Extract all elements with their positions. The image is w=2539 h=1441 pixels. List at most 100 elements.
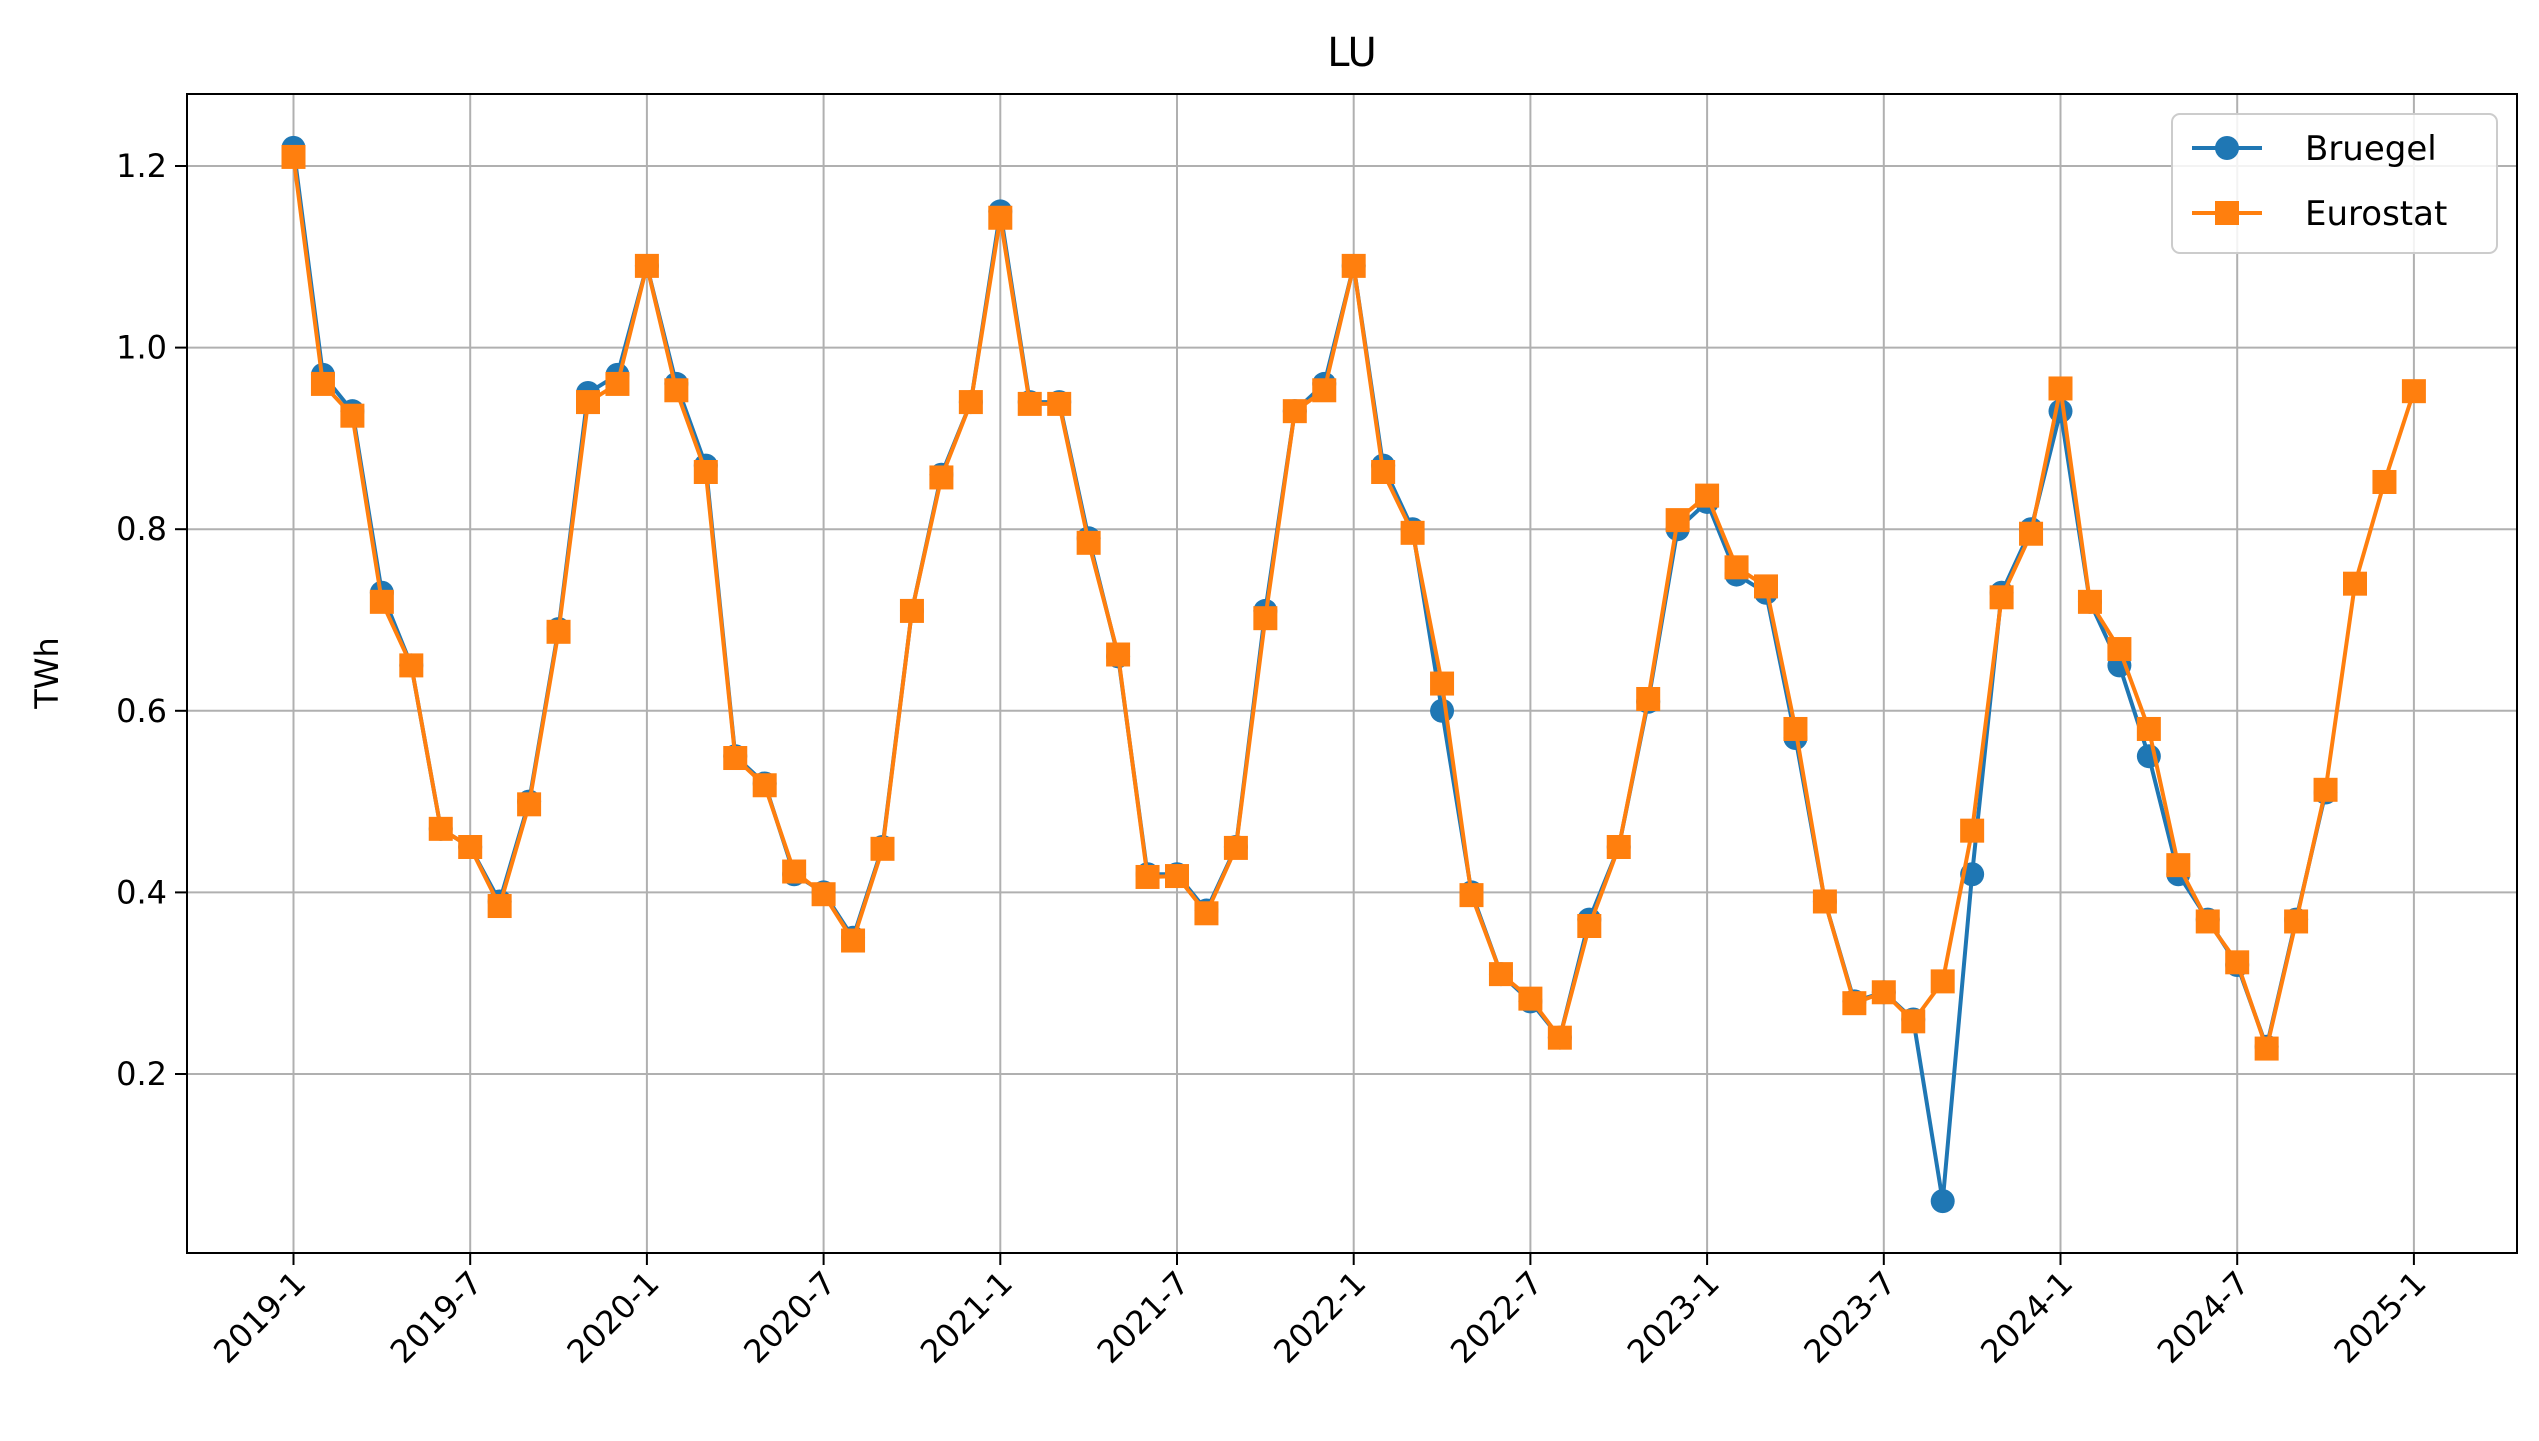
eurostat-point (693, 459, 718, 484)
eurostat-point (310, 371, 335, 396)
eurostat-point (1135, 864, 1160, 889)
series-layer (281, 135, 2426, 1214)
eurostat-point (2225, 950, 2250, 975)
x-tick-label: 2019-1 (206, 1264, 313, 1371)
eurostat-point (1017, 391, 1042, 416)
eurostat-point (546, 619, 571, 644)
bruegel-point (1930, 1189, 1955, 1214)
eurostat-point (2195, 909, 2220, 934)
eurostat-point (1695, 483, 1720, 508)
x-tick-label: 2023-1 (1620, 1264, 1727, 1371)
eurostat-point (1430, 671, 1455, 696)
y-tick-label: 0.2 (116, 1055, 167, 1093)
eurostat-point (1754, 574, 1778, 599)
eurostat-point (517, 792, 542, 817)
legend: Bruegel Eurostat (2171, 113, 2498, 254)
eurostat-point (458, 835, 483, 859)
x-tick-label: 2021-7 (1090, 1264, 1197, 1371)
eurostat-point (1724, 555, 1749, 580)
eurostat-point (487, 894, 512, 919)
eurostat-point (1901, 1009, 1926, 1034)
eurostat-point (1606, 835, 1631, 859)
eurostat-point (1812, 889, 1837, 914)
legend-label: Eurostat (2305, 194, 2447, 234)
y-axis: 0.2 0.4 0.6 0.8 1.0 1.2 (116, 147, 187, 1093)
eurostat-point (899, 598, 924, 623)
grid-lines (187, 94, 2517, 1253)
eurostat-point (929, 465, 954, 490)
y-tick-label: 0.8 (116, 510, 167, 548)
eurostat-point (1194, 901, 1219, 926)
eurostat-point (2343, 571, 2367, 596)
eurostat-point (1165, 864, 1189, 889)
eurostat-point (2166, 853, 2191, 878)
eurostat-point (1047, 391, 1072, 416)
eurostat-point (369, 589, 394, 614)
eurostat-point (1842, 991, 1867, 1016)
eurostat-point (2077, 589, 2102, 614)
x-tick-label: 2024-7 (2150, 1264, 2257, 1371)
bruegel-line (291, 147, 2328, 1204)
legend-marker (2215, 201, 2239, 225)
eurostat-point (2284, 909, 2309, 934)
eurostat-point (1665, 508, 1690, 533)
eurostat-point (664, 378, 689, 403)
eurostat-point (281, 144, 306, 169)
legend-entry-eurostat: Eurostat (2192, 194, 2447, 234)
y-tick-label: 0.6 (116, 692, 167, 730)
y-tick-label: 1.0 (116, 329, 167, 367)
legend-label: Bruegel (2305, 129, 2437, 169)
plot-area-frame (186, 93, 2518, 1254)
y-tick-label: 0.4 (116, 873, 167, 911)
eurostat-point (870, 836, 895, 861)
eurostat-point (2048, 376, 2073, 401)
eurostat-point (1106, 642, 1131, 667)
x-tick-label: 2023-7 (1796, 1264, 1903, 1371)
y-tick-label: 1.2 (116, 147, 167, 185)
y-axis-label: TWh (28, 637, 66, 709)
series-eurostat (281, 144, 2426, 1061)
eurostat-point (1341, 253, 1366, 278)
eurostat-point (1282, 399, 1307, 424)
series-bruegel (281, 135, 2338, 1214)
eurostat-point (782, 859, 807, 884)
eurostat-point (1930, 969, 1955, 994)
eurostat-point (2136, 716, 2161, 741)
eurostat-point (399, 653, 424, 678)
eurostat-point (1989, 585, 2014, 610)
eurostat-point (2313, 777, 2338, 802)
eurostat-point (723, 746, 748, 771)
eurostat-point (1783, 716, 1808, 741)
eurostat-point (1223, 835, 1248, 860)
eurostat-point (1960, 818, 1985, 843)
eurostat-point (634, 253, 659, 278)
eurostat-point (1547, 1025, 1572, 1050)
legend-marker (2215, 136, 2239, 160)
eurostat-point (1636, 686, 1661, 711)
x-tick-label: 2025-1 (2327, 1264, 2434, 1371)
eurostat-point (1312, 378, 1337, 403)
eurostat-point (1076, 530, 1101, 555)
eurostat-point (340, 403, 365, 428)
eurostat-point (1518, 986, 1543, 1011)
eurostat-point (1371, 459, 1396, 484)
eurostat-point (988, 205, 1013, 230)
x-tick-label: 2020-1 (560, 1264, 667, 1371)
eurostat-point (428, 816, 453, 841)
eurostat-point (1577, 913, 1602, 938)
x-tick-label: 2021-1 (913, 1264, 1020, 1371)
eurostat-point (1400, 520, 1425, 545)
x-tick-label: 2022-1 (1266, 1264, 1373, 1371)
x-tick-label: 2020-7 (736, 1264, 843, 1371)
eurostat-point (1459, 883, 1484, 908)
legend-entry-bruegel: Bruegel (2192, 129, 2437, 169)
eurostat-point (1488, 962, 1513, 987)
eurostat-point (2107, 637, 2132, 662)
eurostat-point (2019, 521, 2044, 546)
eurostat-point (2372, 469, 2397, 494)
eurostat-point (958, 390, 983, 415)
eurostat-point (576, 390, 600, 415)
eurostat-point (841, 928, 866, 953)
eurostat-point (2401, 379, 2426, 404)
